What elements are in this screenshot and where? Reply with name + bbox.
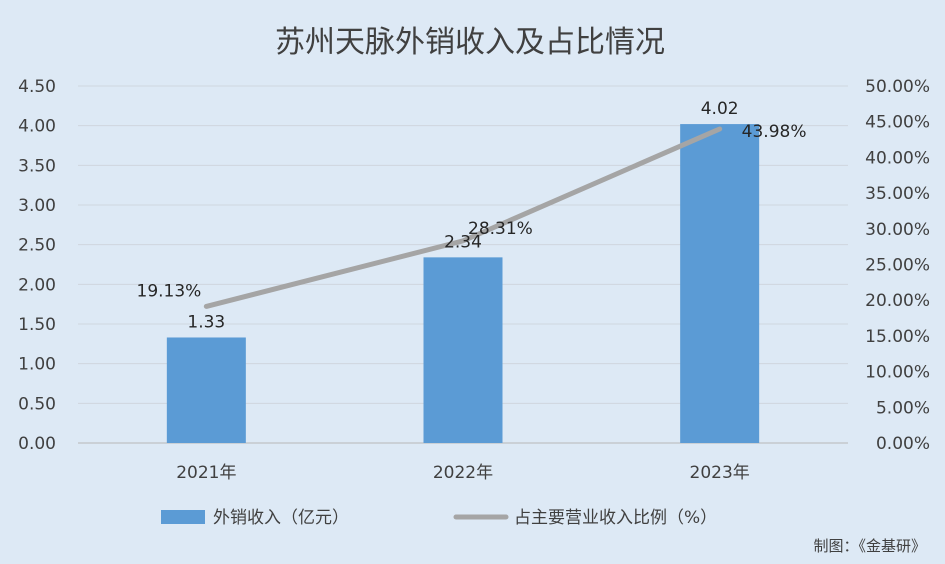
right-tick-label: 5.00% xyxy=(876,398,930,418)
right-axis-ticks: 0.00% 5.00% 10.00% 15.00% 20.00% 25.00% 30.00%… xyxy=(865,77,930,454)
right-tick-label: 15.00% xyxy=(865,327,930,347)
legend-swatch-bar xyxy=(161,510,205,524)
left-tick-label: 1.00 xyxy=(18,355,56,375)
line-series xyxy=(203,126,723,309)
bar xyxy=(680,124,760,443)
left-tick-label: 1.50 xyxy=(18,315,56,335)
right-tick-label: 30.00% xyxy=(865,220,930,240)
category-tick-label: 2021年 xyxy=(176,463,236,483)
right-tick-label: 0.00% xyxy=(876,434,930,454)
left-tick-label: 0.50 xyxy=(18,394,56,414)
left-tick-label: 4.00 xyxy=(18,117,56,137)
right-tick-label: 35.00% xyxy=(865,184,930,204)
legend: 外销收入（亿元） 占主要营业收入比例（%） xyxy=(161,508,717,528)
right-tick-label: 45.00% xyxy=(865,113,930,133)
bar-data-label: 1.33 xyxy=(187,312,225,332)
bar-data-label: 4.02 xyxy=(701,99,739,119)
chart-credit: 制图：《金基研》 xyxy=(813,537,926,555)
line-data-label: 19.13% xyxy=(137,281,202,301)
bar xyxy=(166,337,246,443)
legend-label-line: 占主要营业收入比例（%） xyxy=(514,508,717,528)
bar-data-label: 2.34 xyxy=(444,232,482,252)
left-tick-label: 2.00 xyxy=(18,275,56,295)
data-labels: 1.33 2.34 4.02 19.13% 28.31% 43.98% xyxy=(137,99,807,332)
bar xyxy=(423,257,503,443)
category-axis-ticks: 2021年 2022年 2023年 xyxy=(176,463,750,483)
right-tick-label: 10.00% xyxy=(865,363,930,383)
left-tick-label: 4.50 xyxy=(18,77,56,97)
right-tick-label: 20.00% xyxy=(865,291,930,311)
left-tick-label: 0.00 xyxy=(18,434,56,454)
chart-title: 苏州天脉外销收入及占比情况 xyxy=(275,25,665,60)
category-tick-label: 2023年 xyxy=(690,463,750,483)
left-tick-label: 3.50 xyxy=(18,156,56,176)
category-tick-label: 2022年 xyxy=(433,463,493,483)
line-path xyxy=(203,126,723,309)
left-axis-ticks: 0.00 0.50 1.00 1.50 2.00 2.50 3.00 3.50 4.00 4.50 xyxy=(18,77,56,454)
left-tick-label: 2.50 xyxy=(18,236,56,256)
line-data-label: 43.98% xyxy=(742,122,807,142)
line-data-label: 28.31% xyxy=(468,219,533,239)
legend-label-bar: 外销收入（亿元） xyxy=(213,508,349,528)
right-tick-label: 50.00% xyxy=(865,77,930,97)
left-tick-label: 3.00 xyxy=(18,196,56,216)
bar-series xyxy=(166,124,760,443)
right-tick-label: 25.00% xyxy=(865,256,930,276)
right-tick-label: 40.00% xyxy=(865,148,930,168)
